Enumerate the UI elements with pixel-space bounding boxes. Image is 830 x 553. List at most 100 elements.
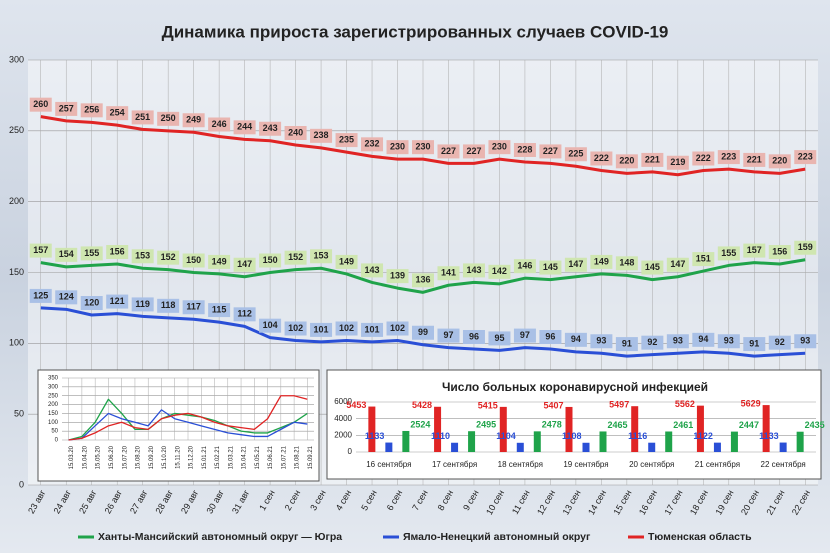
x-tick-label: 16 сентября xyxy=(366,460,411,469)
x-tick-label: 15.06.20 xyxy=(109,445,115,469)
data-label-box xyxy=(284,321,307,336)
x-tick-label: 17 сентября xyxy=(432,460,477,469)
data-label-box xyxy=(182,253,205,268)
bar xyxy=(762,405,770,452)
data-label: 149 xyxy=(212,256,227,266)
y-tick-label: 0 xyxy=(55,438,59,444)
data-label-box xyxy=(361,137,384,152)
data-label: 240 xyxy=(288,127,303,137)
legend-label: Ханты-Мансийский автономный округ — Югра xyxy=(98,531,342,543)
data-label: 104 xyxy=(263,320,278,330)
x-tick-label: 20 сентября xyxy=(629,460,674,469)
data-label-box xyxy=(55,101,78,116)
data-label: 147 xyxy=(237,259,252,269)
data-label: 251 xyxy=(135,112,150,122)
data-label: 148 xyxy=(619,258,634,268)
data-label: 93 xyxy=(724,336,734,346)
data-label: 222 xyxy=(696,153,711,163)
data-label-box xyxy=(386,140,409,155)
data-label: 139 xyxy=(390,270,405,280)
data-label-box xyxy=(335,254,358,269)
bar xyxy=(665,431,673,452)
data-label: 2461 xyxy=(673,420,693,430)
data-label-box xyxy=(386,269,409,284)
data-label: 93 xyxy=(800,336,810,346)
x-tick-label: 15.07.21 xyxy=(281,445,287,469)
data-label-box xyxy=(208,254,231,269)
x-tick-label: 15.03.21 xyxy=(228,445,234,469)
data-label-box xyxy=(564,332,587,347)
data-label: 143 xyxy=(466,265,481,275)
data-label-box xyxy=(488,140,511,155)
data-label-box xyxy=(590,254,613,269)
data-label: 99 xyxy=(418,327,428,337)
x-tick-label: 15.10.20 xyxy=(162,445,168,469)
data-label-box xyxy=(615,337,638,352)
data-label: 246 xyxy=(212,119,227,129)
data-label: 102 xyxy=(288,323,303,333)
bar xyxy=(599,431,607,452)
data-label-box xyxy=(641,260,664,275)
data-label-box xyxy=(259,253,282,268)
data-label-box xyxy=(437,328,460,343)
data-label: 112 xyxy=(237,309,252,319)
x-tick-label: 15.11.20 xyxy=(175,445,181,469)
data-label: 151 xyxy=(696,253,711,263)
data-label-box xyxy=(462,330,485,344)
data-label-box xyxy=(361,263,384,278)
data-label: 5407 xyxy=(543,400,563,410)
data-label: 142 xyxy=(492,266,507,276)
data-label-box xyxy=(29,97,52,112)
bar xyxy=(582,442,590,452)
bar xyxy=(451,442,459,452)
data-label: 149 xyxy=(594,256,609,266)
data-label-box xyxy=(412,325,434,340)
y-tick-label: 200 xyxy=(9,196,24,206)
data-label: 5497 xyxy=(609,400,629,410)
legend-label: Тюменская область xyxy=(648,531,752,543)
bar xyxy=(796,431,804,452)
data-label-box xyxy=(80,103,103,118)
data-label: 149 xyxy=(339,256,354,266)
data-label-box xyxy=(717,334,740,349)
data-label: 94 xyxy=(698,334,708,344)
data-label: 102 xyxy=(390,323,405,333)
data-label: 2465 xyxy=(608,420,628,430)
y-tick-label: 2000 xyxy=(334,430,352,439)
data-label: 156 xyxy=(110,246,125,256)
bar xyxy=(730,431,738,452)
series-line xyxy=(68,395,308,441)
x-tick-label: 15.01.21 xyxy=(202,445,208,469)
bar xyxy=(648,442,656,452)
data-label: 121 xyxy=(110,296,125,306)
data-label: 141 xyxy=(441,268,456,278)
data-label: 220 xyxy=(619,156,634,166)
data-label-box xyxy=(743,243,766,258)
bar xyxy=(533,431,541,452)
data-label: 102 xyxy=(339,323,354,333)
data-label: 223 xyxy=(798,151,813,161)
data-label: 243 xyxy=(263,123,278,133)
x-tick-label: 21 сентября xyxy=(695,460,740,469)
data-label-box xyxy=(641,152,664,167)
data-label-box xyxy=(80,296,103,310)
data-label: 101 xyxy=(365,324,380,334)
data-label-box xyxy=(361,322,384,337)
chart-title: Динамика прироста зарегистрированных слу… xyxy=(162,22,669,41)
x-tick-label: 15.05.20 xyxy=(96,445,102,469)
data-label-box xyxy=(284,126,307,140)
data-label: 2447 xyxy=(739,420,759,430)
data-label: 91 xyxy=(622,338,632,348)
data-label: 222 xyxy=(594,153,609,163)
y-tick-label: 0 xyxy=(348,447,353,456)
bar xyxy=(713,442,721,452)
data-label-box xyxy=(412,273,434,288)
x-tick-label: 15.12.20 xyxy=(189,445,195,469)
data-label: 91 xyxy=(749,338,759,348)
data-label: 220 xyxy=(772,156,787,166)
bar xyxy=(434,406,442,452)
data-label: 2435 xyxy=(805,420,825,430)
data-label-box xyxy=(615,154,638,169)
data-label: 223 xyxy=(721,151,736,161)
data-label: 228 xyxy=(517,144,532,154)
